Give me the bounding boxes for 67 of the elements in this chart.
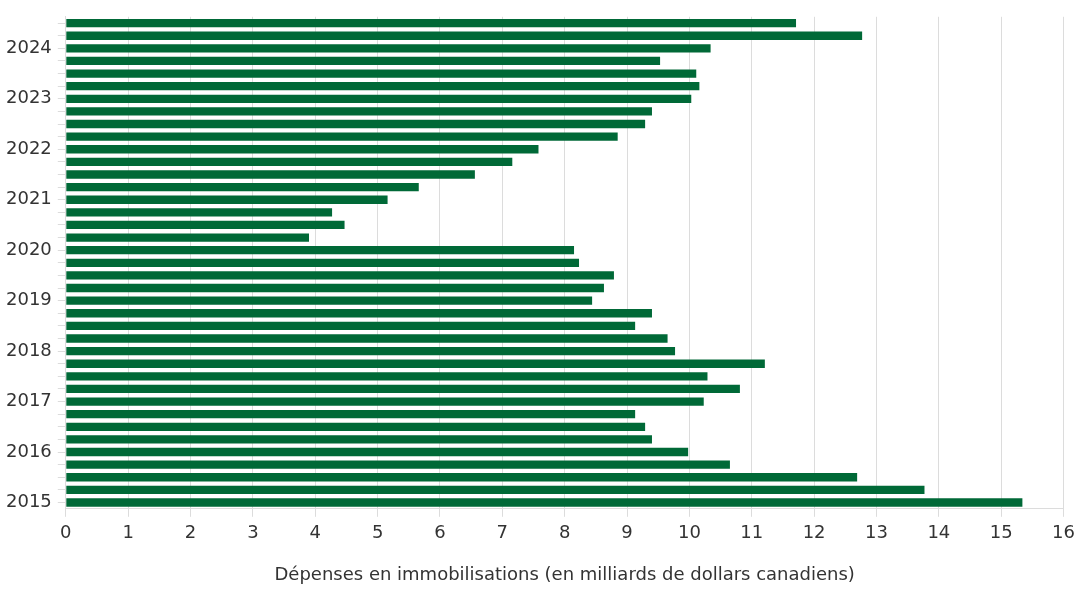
y-tick-label: 2015 bbox=[6, 490, 52, 512]
bar bbox=[66, 283, 604, 293]
bar bbox=[66, 410, 636, 419]
bar bbox=[66, 69, 697, 78]
bar bbox=[66, 447, 689, 457]
bar bbox=[66, 397, 704, 406]
bar bbox=[66, 182, 419, 192]
bar bbox=[66, 119, 646, 129]
bar bbox=[66, 359, 765, 368]
y-tick-label: 2021 bbox=[6, 187, 52, 209]
bar bbox=[66, 485, 925, 495]
x-tick-label: 9 bbox=[621, 521, 633, 543]
bar bbox=[66, 473, 858, 482]
bar bbox=[66, 296, 593, 305]
x-tick-label: 11 bbox=[740, 521, 764, 543]
x-axis-title: Dépenses en immobilisations (en milliards de dollars canadiens) bbox=[274, 562, 855, 584]
bar bbox=[66, 107, 652, 116]
bar bbox=[66, 94, 692, 103]
x-tick-label: 15 bbox=[989, 521, 1013, 543]
x-tick-label: 16 bbox=[1052, 521, 1075, 543]
y-tick-label: 2017 bbox=[6, 389, 52, 411]
bar bbox=[66, 208, 333, 217]
bar bbox=[66, 334, 668, 343]
bar bbox=[66, 56, 661, 66]
y-tick-label: 2020 bbox=[6, 237, 52, 259]
bar bbox=[66, 233, 310, 242]
x-tick-label: 14 bbox=[927, 521, 951, 543]
y-tick-label: 2019 bbox=[6, 288, 52, 310]
x-tick-label: 5 bbox=[371, 521, 384, 543]
y-tick-label: 2024 bbox=[6, 36, 52, 58]
bar bbox=[66, 372, 708, 381]
bar bbox=[66, 346, 676, 356]
bar bbox=[66, 309, 652, 318]
bar bbox=[66, 384, 740, 394]
x-tick-label: 8 bbox=[558, 521, 571, 543]
bar bbox=[66, 422, 646, 431]
x-tick-label: 3 bbox=[247, 521, 259, 543]
x-tick-label: 0 bbox=[60, 521, 72, 543]
bar bbox=[66, 246, 575, 255]
x-tick-label: 10 bbox=[677, 521, 701, 543]
y-tick-label: 2023 bbox=[6, 86, 52, 108]
bar bbox=[66, 435, 652, 444]
bar bbox=[66, 31, 863, 40]
bar bbox=[66, 460, 730, 469]
bar bbox=[66, 170, 475, 179]
bar bbox=[66, 132, 618, 141]
bar bbox=[66, 82, 700, 91]
bar bbox=[66, 145, 539, 154]
x-tick-label: 4 bbox=[309, 521, 321, 543]
bar bbox=[66, 258, 580, 267]
bar bbox=[66, 220, 345, 230]
bar bbox=[66, 321, 636, 331]
x-tick-label: 7 bbox=[496, 521, 509, 543]
bar bbox=[66, 271, 614, 280]
x-tick-label: 1 bbox=[122, 521, 134, 543]
bar bbox=[66, 44, 711, 53]
x-tick-label: 6 bbox=[434, 521, 446, 543]
y-tick-label: 2022 bbox=[6, 136, 52, 158]
y-tick-label: 2016 bbox=[6, 439, 52, 461]
x-tick-label: 2 bbox=[184, 521, 197, 543]
bar bbox=[66, 18, 797, 28]
bar bbox=[66, 498, 1023, 507]
y-tick-label: 2018 bbox=[6, 338, 52, 360]
bar bbox=[66, 195, 388, 204]
x-tick-label: 12 bbox=[802, 521, 826, 543]
bar bbox=[66, 157, 513, 167]
x-tick-label: 13 bbox=[865, 521, 888, 543]
